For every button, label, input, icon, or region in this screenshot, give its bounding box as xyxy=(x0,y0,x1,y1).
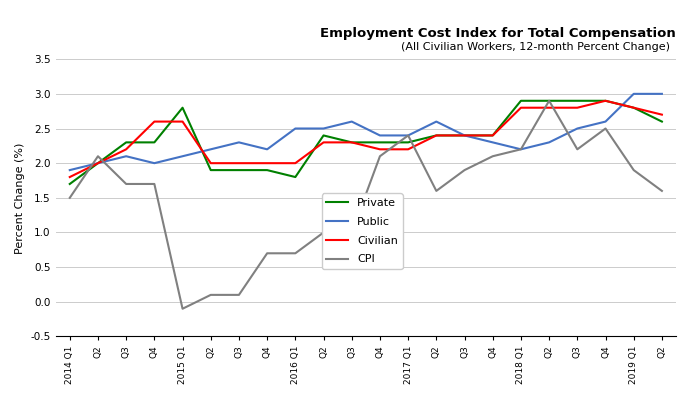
Public xyxy=(291,126,299,131)
Public xyxy=(66,168,74,172)
Private xyxy=(489,133,497,138)
Line: Private: Private xyxy=(70,101,662,184)
CPI xyxy=(319,230,328,235)
Public xyxy=(348,119,356,124)
CPI xyxy=(573,147,581,152)
Text: Employment Cost Index for Total Compensation: Employment Cost Index for Total Compensa… xyxy=(320,27,676,40)
Public xyxy=(601,119,609,124)
Civilian xyxy=(122,147,131,152)
Civilian xyxy=(630,105,638,110)
Private xyxy=(545,99,553,103)
Civilian xyxy=(601,99,609,103)
Private xyxy=(235,168,243,172)
Public xyxy=(630,91,638,96)
Line: Public: Public xyxy=(70,94,662,170)
Civilian xyxy=(573,105,581,110)
Public xyxy=(432,119,440,124)
CPI xyxy=(291,251,299,256)
Private xyxy=(432,133,440,138)
CPI xyxy=(263,251,272,256)
Civilian xyxy=(658,112,666,117)
CPI xyxy=(404,133,413,138)
Private xyxy=(291,175,299,180)
Public xyxy=(122,154,131,159)
CPI xyxy=(517,147,525,152)
Public xyxy=(235,140,243,145)
Private xyxy=(517,99,525,103)
Public xyxy=(573,126,581,131)
CPI xyxy=(432,188,440,193)
Private xyxy=(460,133,468,138)
Private xyxy=(658,119,666,124)
Civilian xyxy=(235,161,243,166)
Private xyxy=(630,105,638,110)
CPI xyxy=(460,168,468,172)
Public xyxy=(517,147,525,152)
Public xyxy=(545,140,553,145)
Civilian xyxy=(460,133,468,138)
Public xyxy=(489,140,497,145)
Line: CPI: CPI xyxy=(70,101,662,309)
Public xyxy=(207,147,215,152)
Private xyxy=(122,140,131,145)
Civilian xyxy=(66,175,74,180)
CPI xyxy=(601,126,609,131)
Civilian xyxy=(348,140,356,145)
Private xyxy=(94,161,102,166)
Public xyxy=(263,147,272,152)
Private xyxy=(178,105,187,110)
Y-axis label: Percent Change (%): Percent Change (%) xyxy=(15,142,25,253)
Private xyxy=(376,140,384,145)
CPI xyxy=(178,306,187,311)
Civilian xyxy=(291,161,299,166)
Civilian xyxy=(404,147,413,152)
Text: (All Civilian Workers, 12-month Percent Change): (All Civilian Workers, 12-month Percent … xyxy=(401,42,670,52)
Line: Civilian: Civilian xyxy=(70,101,662,177)
Civilian xyxy=(376,147,384,152)
CPI xyxy=(489,154,497,159)
CPI xyxy=(658,188,666,193)
Civilian xyxy=(517,105,525,110)
Public xyxy=(658,91,666,96)
CPI xyxy=(94,154,102,159)
Civilian xyxy=(178,119,187,124)
Public xyxy=(178,154,187,159)
Public xyxy=(150,161,158,166)
Civilian xyxy=(263,161,272,166)
Private xyxy=(319,133,328,138)
Legend: Private, Public, Civilian, CPI: Private, Public, Civilian, CPI xyxy=(322,194,403,269)
CPI xyxy=(348,230,356,235)
CPI xyxy=(545,99,553,103)
CPI xyxy=(122,182,131,186)
CPI xyxy=(207,292,215,297)
CPI xyxy=(66,196,74,200)
Civilian xyxy=(319,140,328,145)
Civilian xyxy=(432,133,440,138)
Civilian xyxy=(207,161,215,166)
CPI xyxy=(630,168,638,172)
Civilian xyxy=(94,161,102,166)
Public xyxy=(319,126,328,131)
CPI xyxy=(376,154,384,159)
Public xyxy=(94,161,102,166)
CPI xyxy=(235,292,243,297)
Private xyxy=(601,99,609,103)
Public xyxy=(376,133,384,138)
Private xyxy=(263,168,272,172)
Private xyxy=(150,140,158,145)
Public xyxy=(404,133,413,138)
Private xyxy=(66,182,74,186)
Private xyxy=(573,99,581,103)
Private xyxy=(348,140,356,145)
Civilian xyxy=(489,133,497,138)
Private xyxy=(207,168,215,172)
Civilian xyxy=(545,105,553,110)
Civilian xyxy=(150,119,158,124)
Public xyxy=(460,133,468,138)
CPI xyxy=(150,182,158,186)
Private xyxy=(404,140,413,145)
